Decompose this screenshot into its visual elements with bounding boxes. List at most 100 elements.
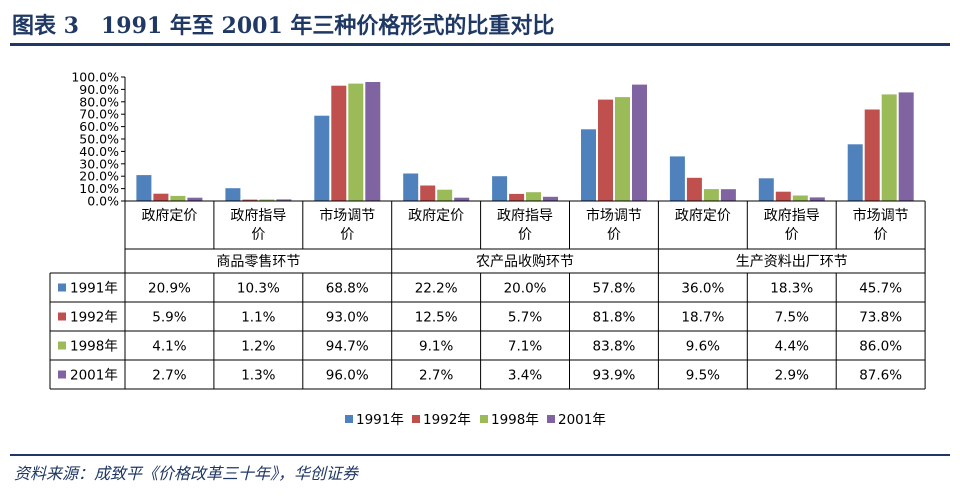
table-cell-value: 9.6%	[686, 339, 720, 355]
category-label: 政府指导	[230, 208, 286, 224]
table-cell-value: 81.8%	[593, 310, 636, 326]
table-cell-value: 1.2%	[241, 339, 275, 355]
bar-1992年	[598, 99, 613, 201]
y-tick-label: 20.0%	[79, 169, 119, 184]
legend-swatch	[547, 415, 555, 423]
table-series-swatch	[58, 312, 66, 321]
table-cell-value: 3.4%	[508, 368, 542, 384]
table-cell-value: 5.9%	[152, 310, 186, 326]
y-tick-label: 100.0%	[71, 70, 119, 85]
table-cell-value: 2.9%	[775, 368, 809, 384]
table-cell-value: 1.3%	[241, 368, 275, 384]
figure-title: 图表 3 1991 年至 2001 年三种价格形式的比重对比	[12, 13, 555, 39]
table-cell-value: 57.8%	[593, 281, 636, 297]
table-cell-value: 9.1%	[419, 339, 453, 355]
table-cell-value: 96.0%	[326, 368, 369, 384]
category-label: 政府指导	[497, 208, 553, 224]
bar-1991年	[758, 178, 774, 201]
table-cell-value: 7.5%	[775, 310, 809, 326]
table-cell-value: 1.1%	[241, 310, 275, 326]
table-cell-value: 4.1%	[152, 339, 186, 355]
category-label: 政府定价	[408, 208, 464, 224]
legend-swatch	[412, 415, 420, 423]
bar-1992年	[509, 193, 525, 201]
bar-1991年	[492, 176, 508, 201]
table-cell-value: 93.0%	[326, 310, 369, 326]
table-cell-value: 12.5%	[415, 310, 458, 326]
category-label: 价	[785, 227, 799, 243]
bar-1991年	[669, 156, 685, 201]
category-label: 市场调节	[586, 207, 642, 224]
table-cell-value: 20.9%	[148, 281, 191, 297]
table-series-swatch	[58, 370, 66, 379]
y-tick-label: 70.0%	[79, 107, 119, 122]
legend-label: 2001年	[558, 412, 606, 428]
bar-2001年	[187, 197, 203, 201]
bar-1992年	[331, 85, 347, 201]
bar-2001年	[632, 84, 647, 201]
bar-1998年	[881, 94, 897, 201]
table-cell-value: 2.7%	[152, 368, 186, 384]
table-cell-value: 73.8%	[859, 310, 902, 326]
category-label: 价	[251, 227, 265, 243]
bar-1992年	[153, 193, 169, 201]
bar-1991年	[581, 129, 596, 201]
table-series-name: 1998年	[70, 339, 118, 355]
legend-swatch	[480, 415, 488, 423]
table-cell-value: 87.6%	[859, 368, 902, 384]
y-tick-label: 0.0%	[87, 194, 119, 209]
table-cell-value: 9.5%	[686, 368, 720, 384]
category-label: 价	[518, 227, 532, 243]
bar-2001年	[720, 189, 736, 201]
y-tick-label: 30.0%	[79, 156, 119, 171]
table-cell-value: 10.3%	[237, 281, 280, 297]
bar-2001年	[365, 82, 381, 201]
bar-1992年	[242, 199, 258, 201]
bar-1991年	[136, 175, 152, 201]
legend-label: 1998年	[491, 412, 539, 428]
bar-1991年	[314, 115, 330, 201]
title-rule	[10, 43, 950, 46]
group-label: 农产品收购环节	[476, 254, 574, 270]
bar-2001年	[543, 196, 558, 201]
table-cell-value: 4.4%	[775, 339, 809, 355]
table-cell-value: 5.7%	[508, 310, 542, 326]
table-cell-value: 20.0%	[504, 281, 547, 297]
category-label: 市场调节	[853, 207, 909, 224]
bar-1998年	[792, 195, 808, 201]
bar-2001年	[276, 199, 292, 201]
group-label: 生产资料出厂环节	[736, 254, 848, 270]
bar-2001年	[809, 197, 825, 201]
table-cell-value: 94.7%	[326, 339, 369, 355]
bar-1998年	[526, 192, 541, 201]
bar-1998年	[348, 83, 364, 201]
table-cell-value: 22.2%	[415, 281, 458, 297]
bar-1991年	[847, 144, 863, 201]
table-cell-value: 2.7%	[419, 368, 453, 384]
table-series-swatch	[58, 283, 66, 292]
table-cell-value: 68.8%	[326, 281, 369, 297]
table-series-swatch	[58, 341, 66, 350]
category-label: 政府定价	[141, 208, 197, 224]
bar-1998年	[170, 195, 186, 201]
table-cell-value: 86.0%	[859, 339, 902, 355]
table-cell-value: 93.9%	[593, 368, 636, 384]
category-label: 政府定价	[675, 208, 731, 224]
bar-1998年	[615, 97, 630, 201]
table-cell-value: 45.7%	[859, 281, 902, 297]
legend-label: 1992年	[423, 412, 471, 428]
category-label: 价	[340, 227, 354, 243]
y-tick-label: 60.0%	[79, 119, 119, 134]
legend-swatch	[345, 415, 353, 423]
bar-2001年	[454, 197, 470, 201]
group-label: 商品零售环节	[216, 254, 300, 270]
category-label: 政府指导	[764, 208, 820, 224]
bar-1991年	[403, 173, 419, 201]
y-tick-label: 40.0%	[79, 144, 119, 159]
category-label: 价	[607, 227, 621, 243]
bar-1992年	[420, 185, 436, 201]
table-cell-value: 7.1%	[508, 339, 542, 355]
bar-1992年	[864, 109, 880, 201]
table-cell-value: 36.0%	[681, 281, 724, 297]
